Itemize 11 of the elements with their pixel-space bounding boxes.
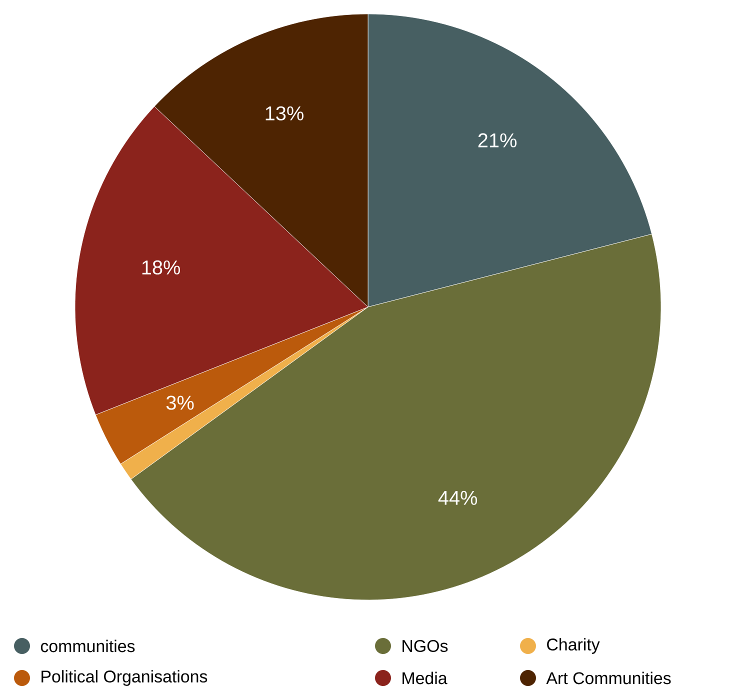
legend-label: NGOs — [402, 640, 448, 652]
legend-label: Media — [402, 672, 448, 684]
data-label: 18% — [142, 260, 180, 275]
data-label: 3% — [166, 396, 194, 410]
data-label: 21% — [478, 133, 517, 148]
data-label: 44% — [438, 490, 478, 505]
legend-label: Art Communities — [546, 672, 671, 684]
data-label: 13% — [266, 106, 304, 120]
legend-label: Political Organisations — [42, 670, 208, 686]
legend-label: communities — [40, 640, 135, 652]
legend-label: Charity — [547, 638, 600, 654]
